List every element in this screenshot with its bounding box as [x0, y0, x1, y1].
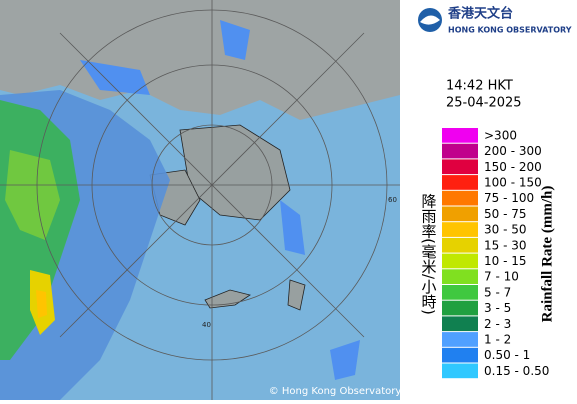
legend-swatch	[442, 285, 478, 300]
copyright: © Hong Kong Observatory	[269, 386, 402, 397]
legend-label: 75 - 100	[484, 191, 534, 205]
legend-label: 10 - 15	[484, 254, 527, 268]
legend-swatch	[442, 347, 478, 363]
date: 25-04-2025	[446, 96, 522, 111]
legend-label: 200 - 300	[484, 144, 542, 158]
legend-label: 0.50 - 1	[484, 348, 530, 362]
legend-label: >300	[484, 128, 517, 142]
logo-mark	[420, 15, 440, 25]
legend-swatch	[442, 269, 478, 284]
legend-label: 7 - 10	[484, 270, 519, 284]
legend-swatch	[442, 300, 478, 316]
legend-swatch	[442, 190, 478, 206]
legend-swatch	[442, 237, 478, 253]
legend-swatch	[442, 175, 478, 190]
legend-swatch	[442, 332, 478, 347]
legend-swatch	[442, 159, 478, 175]
legend-swatch	[442, 222, 478, 237]
legend-label: 3 - 5	[484, 301, 511, 315]
org-name-en: HONG KONG OBSERVATORY	[448, 26, 572, 35]
legend-swatch	[442, 253, 478, 269]
legend-title-zh: 降雨率(毫米/小時)	[420, 193, 438, 315]
legend-swatch	[442, 128, 478, 143]
legend-label: 15 - 30	[484, 238, 527, 252]
legend-label: 2 - 3	[484, 317, 511, 331]
legend-label: 5 - 7	[484, 285, 511, 299]
legend-label: 150 - 200	[484, 160, 542, 174]
legend-label: 0.15 - 0.50	[484, 364, 549, 378]
legend-label: 30 - 50	[484, 223, 527, 237]
ring-label: 60	[388, 196, 397, 204]
legend-title-en: Rainfall Rate (mm/h)	[539, 186, 555, 323]
radar-map: 60 40 © Hong Kong Observatory	[0, 0, 402, 400]
legend-swatch	[442, 363, 478, 379]
org-name-zh: 香港天文台	[447, 6, 513, 22]
legend-label: 100 - 150	[484, 175, 542, 189]
legend-label: 50 - 75	[484, 207, 527, 221]
legend-swatch	[442, 143, 478, 159]
legend-swatch	[442, 316, 478, 332]
legend-label: 1 - 2	[484, 332, 511, 346]
time: 14:42 HKT	[446, 79, 513, 94]
legend-swatch	[442, 206, 478, 222]
ring-label: 40	[202, 321, 211, 329]
